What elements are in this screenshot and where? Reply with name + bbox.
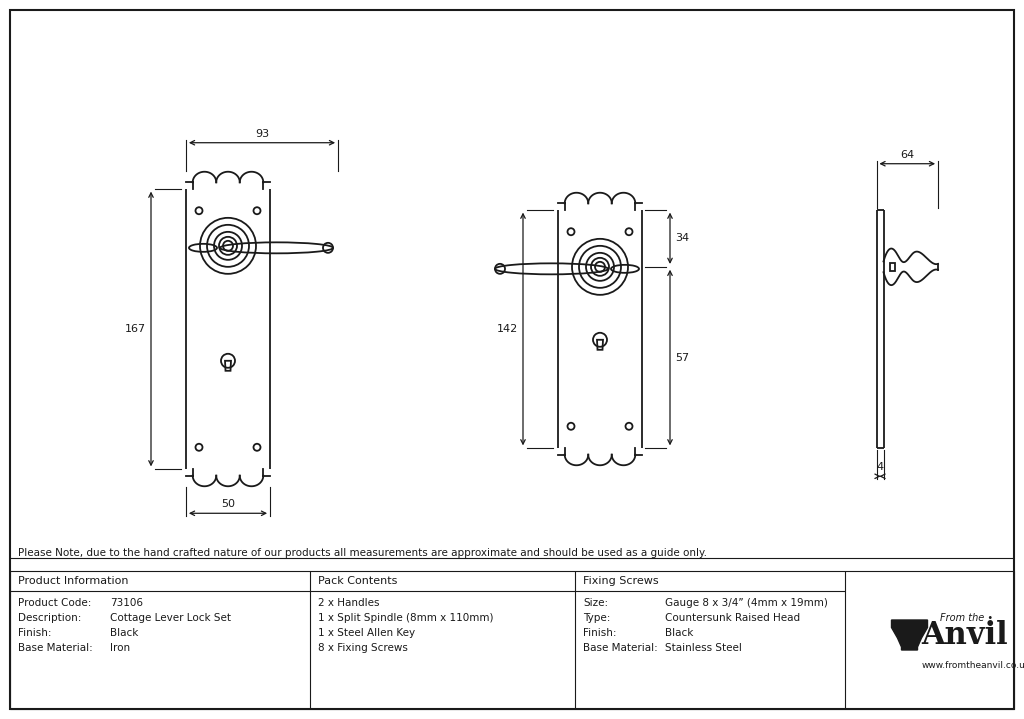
Text: 8 x Fixing Screws: 8 x Fixing Screws bbox=[318, 643, 408, 653]
Text: Base Material:: Base Material: bbox=[583, 643, 657, 653]
Text: 142: 142 bbox=[497, 324, 518, 334]
Text: 34: 34 bbox=[675, 233, 689, 243]
Text: Pack Contents: Pack Contents bbox=[318, 576, 397, 586]
Text: Product Code:: Product Code: bbox=[18, 598, 91, 608]
Polygon shape bbox=[892, 620, 928, 650]
Text: 1 x Split Spindle (8mm x 110mm): 1 x Split Spindle (8mm x 110mm) bbox=[318, 613, 494, 623]
Text: Size:: Size: bbox=[583, 598, 608, 608]
Text: Product Information: Product Information bbox=[18, 576, 128, 586]
Text: Description:: Description: bbox=[18, 613, 81, 623]
Text: 93: 93 bbox=[255, 129, 269, 139]
Text: Finish:: Finish: bbox=[18, 628, 51, 638]
Text: 167: 167 bbox=[125, 324, 146, 334]
Text: Iron: Iron bbox=[110, 643, 130, 653]
Text: Cottage Lever Lock Set: Cottage Lever Lock Set bbox=[110, 613, 231, 623]
Text: 50: 50 bbox=[221, 499, 234, 509]
Text: Gauge 8 x 3/4” (4mm x 19mm): Gauge 8 x 3/4” (4mm x 19mm) bbox=[665, 598, 827, 608]
Text: From the •: From the • bbox=[939, 613, 992, 623]
Text: Please Note, due to the hand crafted nature of our products all measurements are: Please Note, due to the hand crafted nat… bbox=[18, 548, 707, 558]
Text: Black: Black bbox=[665, 628, 693, 638]
Text: Finish:: Finish: bbox=[583, 628, 616, 638]
Text: 4: 4 bbox=[877, 462, 884, 472]
Text: Black: Black bbox=[110, 628, 138, 638]
Text: Countersunk Raised Head: Countersunk Raised Head bbox=[665, 613, 800, 623]
Text: Anvil: Anvil bbox=[922, 620, 1008, 651]
Text: 57: 57 bbox=[675, 352, 689, 362]
Text: www.fromtheanvil.co.uk: www.fromtheanvil.co.uk bbox=[922, 661, 1024, 669]
Text: 73106: 73106 bbox=[110, 598, 143, 608]
Text: Base Material:: Base Material: bbox=[18, 643, 93, 653]
Bar bbox=[890, 263, 896, 271]
Text: Type:: Type: bbox=[583, 613, 610, 623]
Text: Stainless Steel: Stainless Steel bbox=[665, 643, 741, 653]
Text: Fixing Screws: Fixing Screws bbox=[583, 576, 658, 586]
Text: 2 x Handles: 2 x Handles bbox=[318, 598, 380, 608]
Text: 1 x Steel Allen Key: 1 x Steel Allen Key bbox=[318, 628, 415, 638]
Text: 64: 64 bbox=[900, 150, 914, 160]
